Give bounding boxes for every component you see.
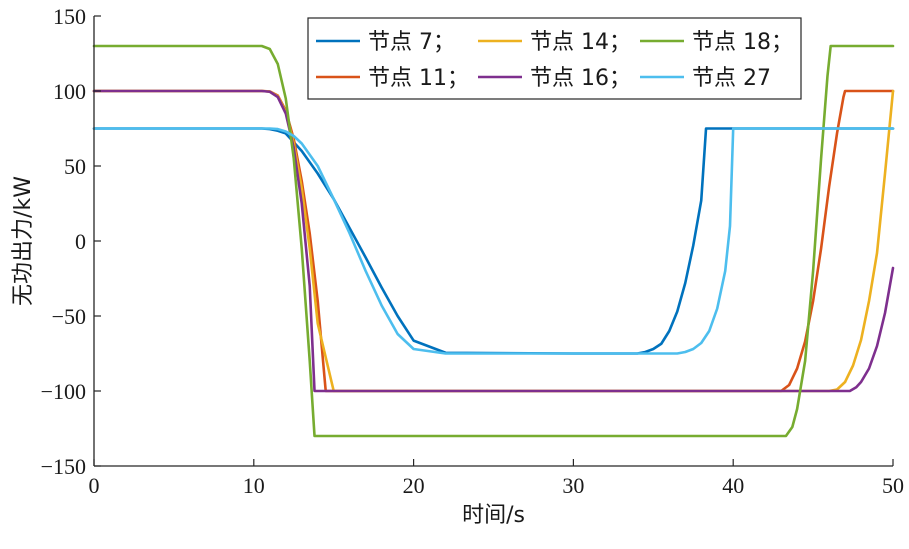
y-tick-label: −100 — [41, 379, 86, 404]
legend-box — [307, 17, 802, 100]
legend-label: 节点 16； — [530, 66, 631, 91]
plot-series-group — [92, 44, 895, 438]
x-tick-label: 30 — [562, 473, 584, 498]
series-line-3 — [92, 89, 895, 393]
series-line-1 — [92, 127, 895, 355]
x-tick-label: 20 — [403, 473, 425, 498]
x-tick-label: 50 — [882, 473, 904, 498]
y-tick-label: −150 — [41, 454, 86, 479]
legend-label: 节点 7； — [368, 30, 455, 55]
y-tick-label: 150 — [53, 4, 86, 29]
legend-label: 节点 18； — [692, 30, 793, 55]
x-tick-label: 40 — [722, 473, 744, 498]
x-tick-label: 10 — [243, 473, 265, 498]
y-tick-label: 100 — [53, 79, 86, 104]
series-line-6 — [92, 127, 895, 355]
x-axis-label: 时间/s — [462, 503, 525, 528]
y-tick-label: 50 — [64, 154, 86, 179]
y-axis-label: 无功出力/kW — [11, 176, 36, 306]
y-tick-label: 0 — [75, 229, 86, 254]
x-tick-label: 0 — [89, 473, 100, 498]
legend-label: 节点 14； — [530, 30, 631, 55]
legend-label: 节点 11； — [368, 66, 469, 91]
y-tick-label: −50 — [52, 304, 86, 329]
legend: 节点 7； 节点 14； 节点 18； 节点 11； 节点 16； 节点 27 — [307, 17, 802, 100]
series-line-4 — [92, 89, 895, 393]
ticks-group: 0 10 20 30 40 50 150 100 50 0 −50 −100 −150 — [41, 4, 904, 498]
legend-label: 节点 27 — [692, 66, 771, 91]
series-line-5 — [92, 44, 895, 438]
series-line-2 — [92, 89, 895, 393]
